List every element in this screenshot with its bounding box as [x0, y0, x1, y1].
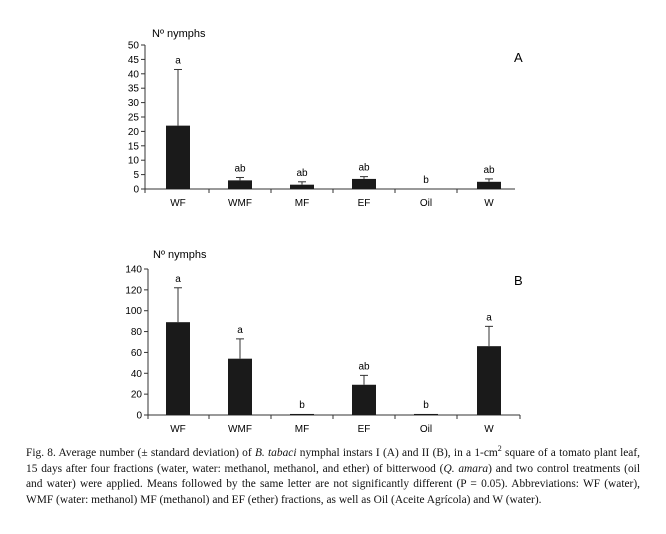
panel-a-ytick-label: 0: [133, 185, 139, 196]
panel-a-ytick-label: 35: [128, 84, 140, 95]
panel-b-sig-letter-wmf: a: [237, 325, 243, 336]
caption-superscript: 2: [497, 444, 502, 454]
panel-b-category-wf: WF: [170, 424, 186, 435]
panel-b-category-wmf: WMF: [228, 424, 252, 435]
panel-a-ytick-label: 50: [128, 41, 140, 52]
panel-b-category-ef: EF: [358, 424, 371, 435]
panel-a-bar-wf: [166, 125, 190, 189]
panel-b-category-oil: Oil: [420, 424, 432, 435]
caption-plant: Q. amara: [443, 462, 489, 475]
panel-a-category-ef: EF: [358, 198, 371, 209]
panel-b-sig-letter-mf: b: [299, 400, 305, 411]
panel-a-sig-letter-wf: a: [175, 55, 181, 66]
panel-a-sig-letter-oil: b: [423, 175, 429, 186]
panel-a-category-wf: WF: [170, 198, 186, 209]
panel-b-bar-mf: [290, 413, 314, 415]
panel-a-ytick-label: 25: [128, 113, 140, 124]
panel-b-ytick-label: 60: [131, 348, 143, 359]
panel-b-ytick-label: 140: [125, 265, 142, 276]
panel-a-ytick-label: 15: [128, 141, 140, 152]
panel-b-bar-wmf: [228, 358, 252, 415]
caption-text-4: ) and two control treatments (oil and wa…: [26, 462, 640, 506]
panel-b-bar-w: [477, 346, 501, 415]
panel-a-sig-letter-w: ab: [483, 165, 495, 176]
panel-b-ytick-label: 120: [125, 285, 142, 296]
panel-a-ytick-label: 40: [128, 69, 140, 80]
panel-a-category-w: W: [484, 198, 494, 209]
panel-b-category-mf: MF: [295, 424, 309, 435]
panel-b-ytick-label: 20: [131, 390, 143, 401]
panel-a-ytick-label: 45: [128, 55, 140, 66]
panel-b-sig-letter-ef: ab: [358, 361, 370, 372]
figure-caption: Fig. 8. Average number (± standard devia…: [26, 444, 640, 508]
panel-b-sig-letter-w: a: [486, 312, 492, 323]
panel-a-ytick-label: 30: [128, 98, 140, 109]
panel-a-ytick-label: 10: [128, 156, 140, 167]
panel-b-sig-letter-oil: b: [423, 400, 429, 411]
panel-a-sig-letter-mf: ab: [296, 168, 308, 179]
panel-a-bar-wmf: [228, 180, 252, 189]
panel-b-sig-letter-wf: a: [175, 274, 181, 285]
panel-b-bar-oil: [414, 413, 438, 415]
panel-b-ylabel: Nº nymphs: [153, 249, 207, 261]
caption-text-2: nymphal instars I (A) and II (B), in a 1…: [296, 447, 498, 459]
panel-a-bar-mf: [290, 184, 314, 189]
panel-b-bar-wf: [166, 322, 190, 415]
panel-a-label: A: [514, 50, 523, 65]
panel-a-sig-letter-wmf: ab: [234, 163, 246, 174]
panel-a-ytick-label: 5: [133, 170, 139, 181]
panel-b-ytick-label: 0: [136, 411, 142, 422]
panel-a-ylabel: Nº nymphs: [152, 28, 206, 40]
panel-b-ytick-label: 40: [131, 369, 143, 380]
caption-species: B. tabaci: [254, 447, 297, 459]
caption-text-1: Fig. 8. Average number (± standard devia…: [26, 447, 255, 459]
panel-b-category-w: W: [484, 424, 494, 435]
panel-a-bar-w: [477, 181, 501, 189]
panel-a-ytick-label: 20: [128, 127, 140, 138]
panel-a-sig-letter-ef: ab: [358, 163, 370, 174]
panel-a-category-mf: MF: [295, 198, 309, 209]
panel-b-label: B: [514, 273, 523, 288]
panel-b-bar-ef: [352, 384, 376, 415]
panel-a-category-oil: Oil: [420, 198, 432, 209]
panel-b-ytick-label: 100: [125, 306, 142, 317]
panel-b-ytick-label: 80: [131, 327, 143, 338]
panel-a-category-wmf: WMF: [228, 198, 252, 209]
caption-text-3: square of a tomato plant leaf, 15 days a…: [26, 447, 640, 475]
panel-a-bar-ef: [352, 178, 376, 189]
